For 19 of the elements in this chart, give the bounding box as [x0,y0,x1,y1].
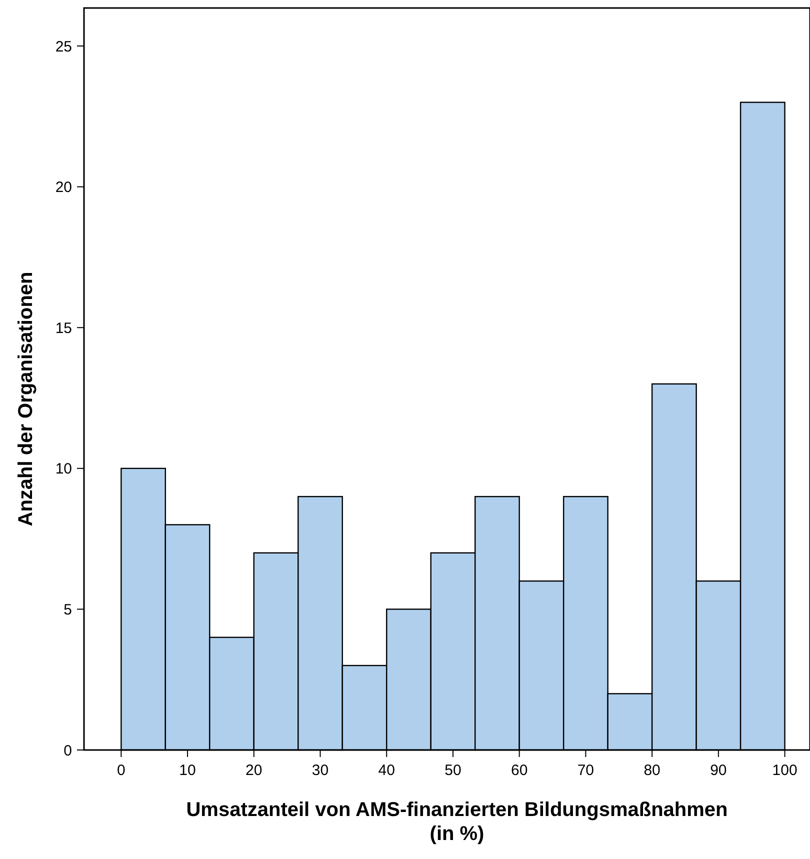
x-tick-label: 40 [378,762,395,779]
x-tick-label: 100 [772,762,798,779]
y-tick-label: 5 [64,601,72,618]
x-tick-label: 10 [179,762,196,779]
x-axis-title: Umsatzanteil von AMS-finanzierten Bildungsmaßnahmen (in %) [186,799,728,845]
y-tick-label: 15 [55,320,72,337]
x-tick-label: 80 [644,762,660,779]
y-tick-label: 10 [55,460,72,478]
x-tick-label: 60 [510,762,528,779]
x-tick-label: 30 [312,762,329,779]
x-tick-label: 70 [577,762,594,779]
x-tick-label: 90 [710,762,727,779]
y-tick-label: 25 [55,38,72,56]
y-axis-title: Anzahl der Organisationen [15,272,37,526]
y-tick-label: 20 [55,179,72,196]
x-tick-label: 50 [444,762,462,779]
x-tick-label: 20 [246,762,262,779]
y-tick-label: 0 [64,742,72,760]
x-tick-label: 0 [116,762,126,779]
